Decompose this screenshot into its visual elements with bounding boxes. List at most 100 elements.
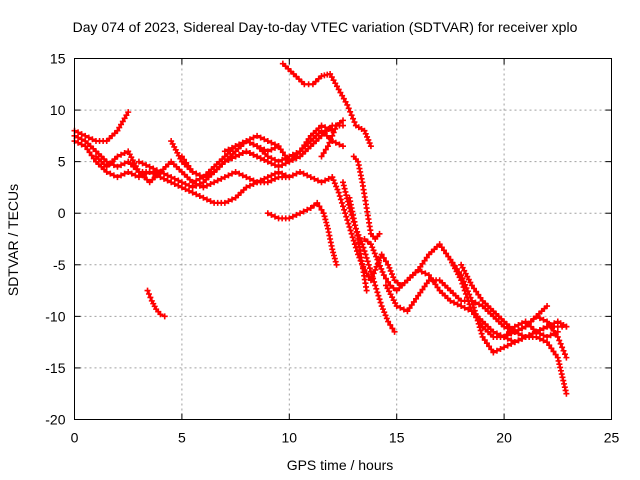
data-point xyxy=(458,303,465,310)
data-point xyxy=(203,172,210,179)
data-point xyxy=(471,285,478,292)
data-point xyxy=(547,332,554,339)
data-point xyxy=(229,170,236,177)
data-point xyxy=(519,320,525,327)
data-point xyxy=(221,158,228,165)
data-point xyxy=(225,172,232,179)
data-point xyxy=(161,170,167,177)
data-point xyxy=(469,301,476,308)
data-point xyxy=(128,170,135,177)
data-point xyxy=(337,196,344,203)
data-point xyxy=(277,146,284,153)
data-point xyxy=(203,196,210,203)
data-point xyxy=(552,351,559,358)
series-track-r xyxy=(382,277,570,397)
data-point xyxy=(103,168,110,175)
data-point xyxy=(342,188,349,195)
data-point xyxy=(544,333,551,340)
data-point xyxy=(332,125,339,132)
data-point xyxy=(459,275,466,282)
x-tick-label: 10 xyxy=(282,430,298,446)
data-point xyxy=(320,210,327,217)
data-point xyxy=(171,175,178,182)
data-point xyxy=(121,170,128,177)
data-point xyxy=(501,344,508,351)
data-point xyxy=(474,317,481,324)
data-point xyxy=(229,144,236,151)
data-point xyxy=(370,247,377,254)
data-point xyxy=(114,127,121,134)
data-point xyxy=(467,294,474,301)
data-point xyxy=(311,175,318,182)
data-point xyxy=(279,156,286,163)
data-point xyxy=(246,175,253,182)
data-point xyxy=(225,198,232,205)
data-point xyxy=(371,278,378,285)
data-point xyxy=(336,141,343,148)
data-point xyxy=(314,199,321,206)
data-point xyxy=(362,130,369,137)
data-point xyxy=(200,194,207,201)
y-tick-label: 15 xyxy=(50,51,66,67)
data-point xyxy=(378,251,385,258)
y-tick-label: 5 xyxy=(58,154,66,170)
data-point xyxy=(121,160,128,167)
data-point xyxy=(107,170,114,177)
data-point xyxy=(533,333,540,340)
y-tick-label: -20 xyxy=(45,412,65,428)
data-point xyxy=(261,156,268,163)
data-point xyxy=(365,136,372,143)
data-point xyxy=(297,168,304,175)
data-point xyxy=(508,340,515,347)
data-point xyxy=(475,291,482,298)
data-point xyxy=(275,163,282,170)
data-point xyxy=(443,250,450,257)
data-point xyxy=(515,337,522,344)
data-point xyxy=(331,255,338,262)
data-point xyxy=(490,349,497,356)
data-point xyxy=(379,269,386,276)
data-point xyxy=(374,256,381,263)
data-point xyxy=(168,174,175,181)
data-point xyxy=(193,170,200,177)
data-point xyxy=(388,271,395,278)
data-point xyxy=(250,151,257,158)
data-point xyxy=(225,146,232,153)
data-point xyxy=(393,303,400,310)
data-point xyxy=(343,192,350,199)
data-point xyxy=(200,174,207,181)
data-point xyxy=(239,139,246,146)
data-point xyxy=(350,237,357,244)
data-point xyxy=(347,108,354,115)
data-point xyxy=(477,294,484,301)
data-point xyxy=(327,70,334,77)
data-point xyxy=(78,131,85,138)
data-point xyxy=(540,332,547,339)
y-tick-label: 0 xyxy=(58,205,66,221)
data-point xyxy=(193,177,200,184)
data-point xyxy=(271,213,278,220)
data-point xyxy=(118,172,125,179)
data-point xyxy=(153,167,160,174)
data-point xyxy=(421,283,428,290)
data-point xyxy=(455,269,462,276)
data-point xyxy=(300,170,307,177)
data-point xyxy=(511,323,518,330)
data-point xyxy=(473,314,480,321)
data-point xyxy=(268,146,275,153)
data-point xyxy=(336,193,343,200)
data-point xyxy=(268,177,275,184)
data-point xyxy=(236,151,243,158)
data-point xyxy=(264,210,271,217)
data-point xyxy=(335,189,342,196)
data-point xyxy=(318,153,325,160)
data-point xyxy=(340,122,346,129)
data-point xyxy=(544,339,551,346)
data-point xyxy=(268,155,275,162)
data-point xyxy=(232,143,239,150)
data-point xyxy=(386,264,393,271)
data-point xyxy=(118,151,125,158)
data-point xyxy=(364,133,371,140)
series-track-g xyxy=(178,122,336,181)
data-point xyxy=(330,129,337,136)
